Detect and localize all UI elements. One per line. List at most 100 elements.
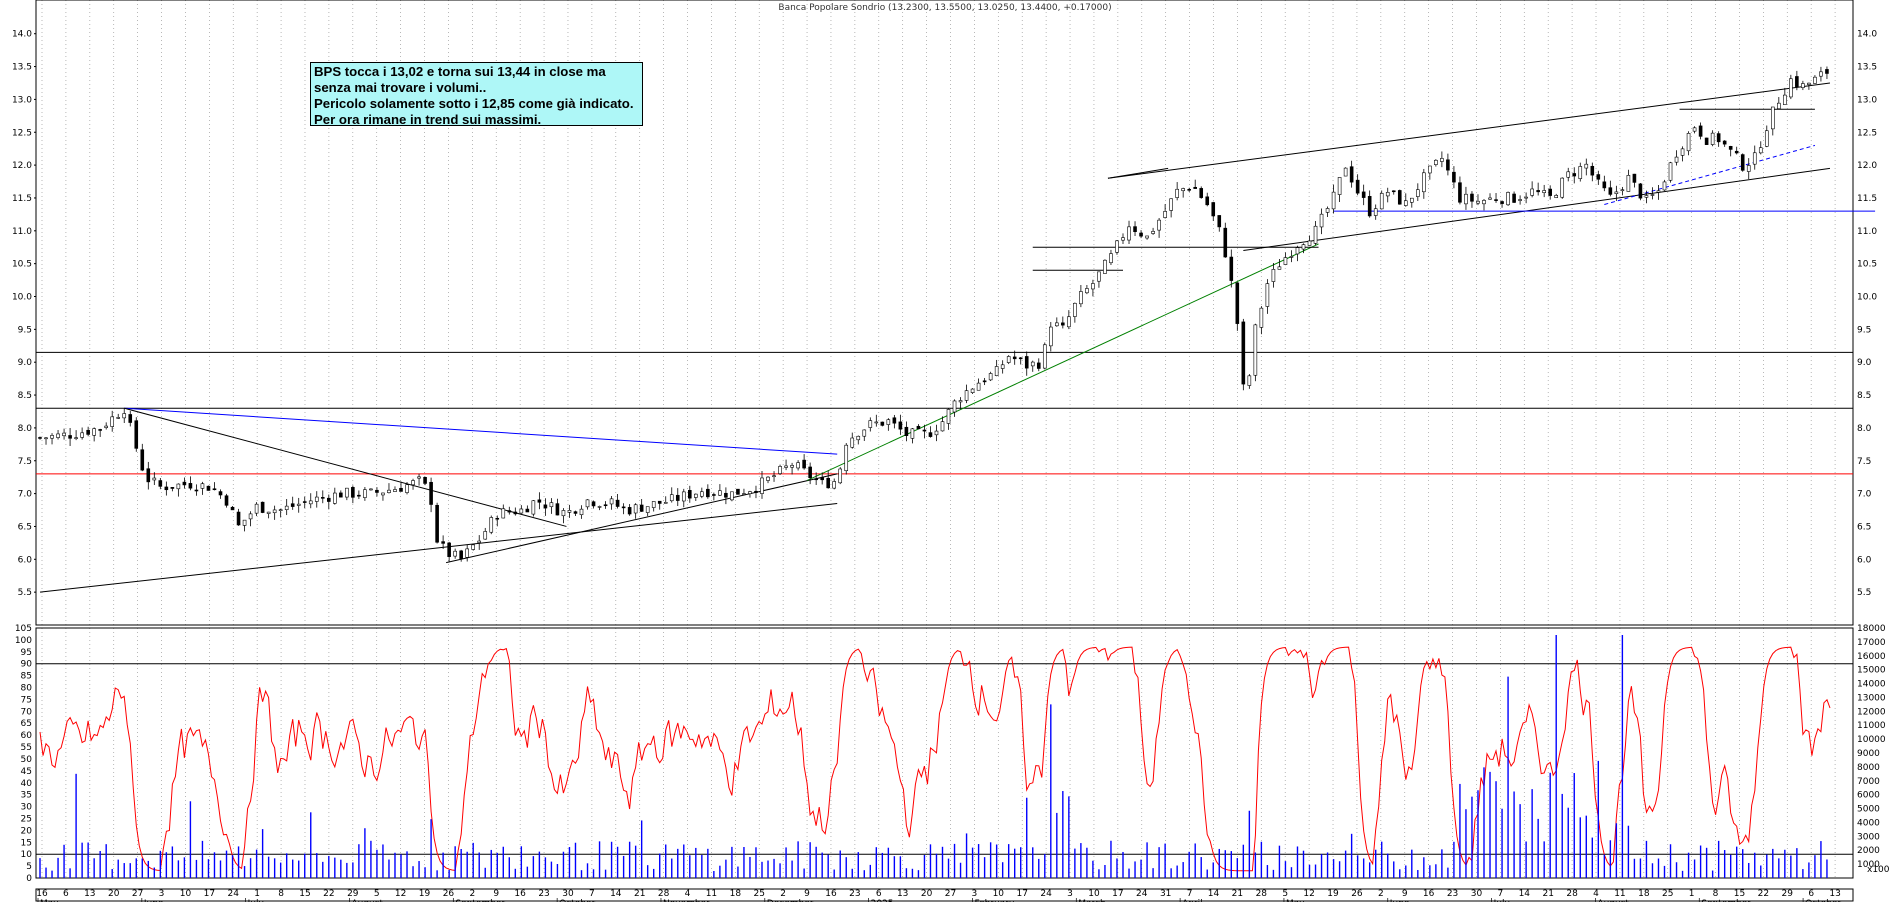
candle-body (1253, 324, 1258, 376)
price-tick-label-right: 12.0 (1857, 161, 1877, 171)
candle-body (934, 430, 939, 436)
day-tick-label: 17 (1016, 889, 1027, 899)
candle-body (621, 506, 626, 509)
candle-body (1229, 256, 1234, 281)
day-tick-label: 20 (921, 889, 933, 899)
day-tick-label: 14 (1208, 889, 1220, 899)
day-tick-label: 18 (730, 889, 742, 899)
candle-body (1626, 175, 1631, 192)
candle-body (1175, 188, 1179, 198)
candle-body (1530, 188, 1534, 196)
candle-body (1012, 356, 1017, 360)
volume-tick-label: 6000 (1857, 791, 1880, 801)
candle-body (657, 500, 662, 504)
candle-body (892, 417, 897, 424)
candle-body (489, 517, 494, 533)
candle-body (988, 373, 993, 381)
day-tick-label: 19 (1327, 889, 1339, 899)
volume-tick-label: 16000 (1857, 652, 1886, 662)
candle-body (1566, 171, 1571, 178)
day-tick-label: 4 (685, 889, 691, 899)
month-label: August (351, 899, 383, 902)
candle-body (555, 503, 560, 516)
candle-body (868, 420, 873, 428)
candle-body (760, 477, 764, 494)
day-tick-label: 27 (132, 889, 143, 899)
candle-body (1187, 188, 1191, 191)
candle-body (351, 487, 355, 498)
candle-body (1813, 76, 1817, 84)
candle-body (1000, 364, 1005, 369)
candle-body (1157, 219, 1161, 231)
price-tick-label-left: 8.5 (18, 391, 32, 401)
candle-body (1777, 102, 1781, 110)
day-tick-label: 7 (1187, 889, 1193, 899)
candle-body (1385, 192, 1390, 197)
oscillator-tick-label: 95 (21, 648, 32, 658)
candle-body (218, 491, 223, 496)
candle-body (80, 432, 84, 438)
price-tick-label-left: 14.0 (12, 30, 32, 40)
candle-body (964, 390, 969, 401)
candle-body (296, 503, 301, 506)
day-tick-label: 23 (849, 889, 860, 899)
price-tick-label-left: 12.0 (12, 161, 32, 171)
day-tick-label: 22 (323, 889, 334, 899)
oscillator-tick-label: 85 (21, 672, 32, 682)
month-label: June (143, 899, 164, 902)
candle-body (1548, 188, 1552, 196)
candle-body (1217, 215, 1222, 228)
day-tick-label: 7 (1498, 889, 1504, 899)
candle-body (393, 489, 397, 492)
candle-body (543, 504, 548, 509)
candle-body (1343, 167, 1348, 177)
month-label: March (1078, 899, 1105, 902)
candle-body (663, 502, 668, 504)
candle-body (260, 501, 265, 513)
candle-body (838, 468, 843, 484)
candle-body (796, 462, 800, 469)
oscillator-tick-label: 50 (21, 755, 33, 765)
price-tick-label-right: 12.5 (1857, 128, 1877, 138)
candle-body (1452, 171, 1456, 183)
price-tick-label-left: 9.0 (18, 358, 33, 368)
day-tick-label: 7 (589, 889, 595, 899)
day-tick-label: 26 (443, 889, 455, 899)
day-tick-label: 13 (1829, 889, 1840, 899)
day-tick-label: 10 (993, 889, 1005, 899)
candle-body (1397, 190, 1402, 205)
candle-body (1771, 106, 1775, 130)
candle-body (1091, 283, 1095, 290)
candle-body (266, 511, 271, 514)
candle-body (50, 435, 54, 439)
month-label: February (974, 899, 1015, 902)
candle-body (62, 432, 66, 437)
candle-body (1722, 140, 1727, 145)
candle-body (507, 510, 512, 513)
oscillator-tick-label: 75 (21, 695, 32, 705)
candle-body (1686, 133, 1691, 152)
oscillator-tick-label: 15 (21, 838, 32, 848)
candle-body (1301, 244, 1306, 250)
price-tick-label-left: 10.0 (12, 293, 32, 303)
candle-body (790, 465, 794, 468)
day-tick-label: 15 (299, 889, 310, 899)
candle-body (958, 400, 963, 403)
candle-body (1073, 302, 1077, 317)
oscillator-tick-label: 35 (21, 791, 32, 801)
candle-body (1067, 316, 1071, 328)
candle-body (1422, 172, 1426, 193)
candle-body (1145, 235, 1149, 239)
month-label: 2025 (871, 899, 894, 902)
date-axis-frame (35, 888, 1854, 902)
candle-body (176, 483, 181, 490)
candle-body (1265, 283, 1270, 307)
candle-body (1133, 226, 1137, 232)
candle-body (736, 488, 740, 495)
day-tick-label: 24 (1040, 889, 1052, 899)
day-tick-label: 13 (897, 889, 908, 899)
candle-body (86, 429, 90, 435)
candle-body (1542, 190, 1546, 194)
day-tick-label: 2 (780, 889, 786, 899)
oscillator-tick-label: 25 (21, 814, 32, 824)
